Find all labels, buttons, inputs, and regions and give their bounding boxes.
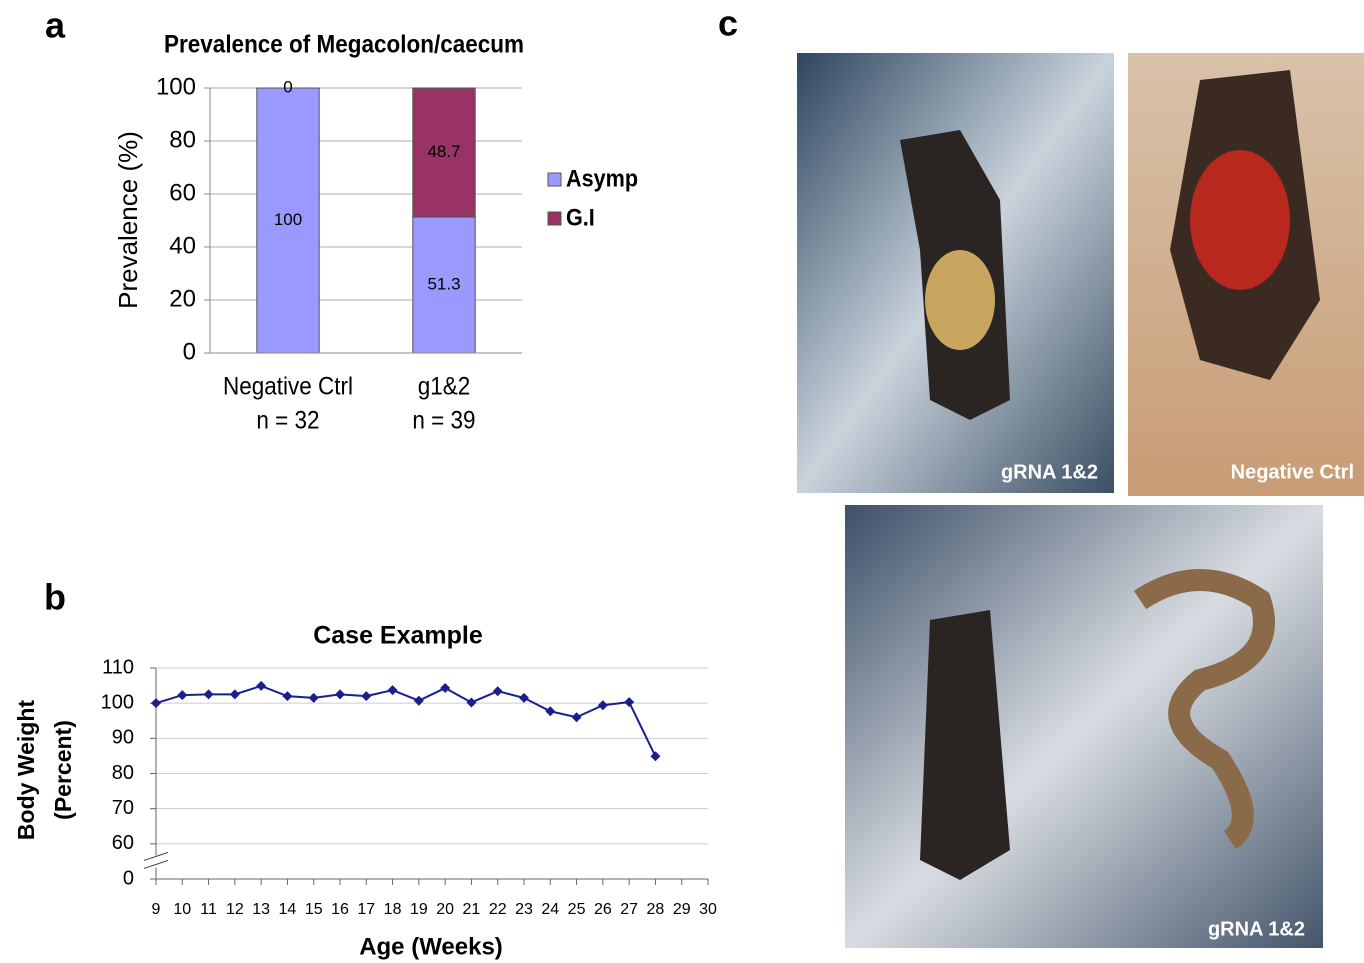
y-tick-label: 100 bbox=[156, 73, 196, 100]
x-tick-label: 27 bbox=[620, 901, 638, 918]
x-tick-label: 26 bbox=[594, 901, 612, 918]
data-point bbox=[335, 689, 345, 699]
panel-label: c bbox=[718, 3, 738, 44]
x-axis-label: Age (Weeks) bbox=[359, 933, 503, 960]
x-tick-label: 22 bbox=[489, 901, 507, 918]
data-point bbox=[572, 712, 582, 722]
data-point bbox=[361, 691, 371, 701]
data-point bbox=[151, 698, 161, 708]
photo-caption: Negative Ctrl bbox=[1231, 461, 1354, 483]
y-axis-label: Prevalence (%) bbox=[113, 131, 143, 309]
y-tick-label: 70 bbox=[112, 797, 134, 819]
x-tick-label: 14 bbox=[279, 901, 297, 918]
x-tick-note: n = 39 bbox=[412, 407, 475, 435]
data-point bbox=[256, 681, 266, 691]
x-tick-label: 24 bbox=[541, 901, 559, 918]
photo-subject bbox=[1190, 150, 1290, 290]
legend-label: G.I bbox=[566, 203, 595, 230]
panel-label: b bbox=[44, 577, 66, 618]
photo-caption: gRNA 1&2 bbox=[1001, 461, 1098, 483]
y-tick-label: 90 bbox=[112, 727, 134, 749]
x-tick-label: 18 bbox=[384, 901, 402, 918]
data-point bbox=[440, 683, 450, 693]
y-tick-label: 80 bbox=[112, 762, 134, 784]
x-tick-label: 17 bbox=[357, 901, 375, 918]
data-point bbox=[177, 690, 187, 700]
data-point bbox=[282, 691, 292, 701]
data-point bbox=[309, 693, 319, 703]
photo-subject bbox=[925, 250, 995, 350]
x-tick-label: 11 bbox=[200, 901, 217, 918]
y-tick-label: 60 bbox=[112, 832, 134, 854]
x-tick-label: 20 bbox=[436, 901, 454, 918]
x-tick-note: n = 32 bbox=[256, 407, 319, 435]
x-tick-label: Negative Ctrl bbox=[223, 373, 353, 401]
y-tick-label: 80 bbox=[169, 126, 196, 153]
y-tick-label: 0 bbox=[123, 867, 134, 889]
data-point bbox=[650, 751, 660, 761]
data-point bbox=[230, 689, 240, 699]
legend-swatch bbox=[548, 173, 561, 186]
data-point bbox=[493, 686, 503, 696]
x-tick-label: 15 bbox=[305, 901, 323, 918]
x-tick-label: g1&2 bbox=[418, 373, 471, 401]
y-tick-label: 20 bbox=[169, 285, 196, 312]
data-point bbox=[545, 706, 555, 716]
x-tick-label: 16 bbox=[331, 901, 349, 918]
y-axis-label: (Percent) bbox=[50, 720, 76, 820]
x-tick-label: 12 bbox=[226, 901, 244, 918]
x-tick-label: 9 bbox=[152, 901, 161, 918]
chart-title: Case Example bbox=[313, 622, 483, 650]
panel-label: a bbox=[45, 5, 66, 46]
data-point bbox=[388, 685, 398, 695]
data-point bbox=[624, 697, 634, 707]
x-tick-label: 10 bbox=[173, 901, 191, 918]
y-tick-label: 0 bbox=[183, 338, 196, 365]
x-tick-label: 25 bbox=[568, 901, 586, 918]
data-label: 48.7 bbox=[427, 142, 460, 161]
data-point bbox=[598, 700, 608, 710]
figure: a b c gRNA 1&2 Negative Ctrl gRNA 1&2 Pr… bbox=[0, 0, 1364, 963]
legend-label: Asymp bbox=[566, 164, 638, 191]
x-tick-label: 19 bbox=[410, 901, 428, 918]
x-tick-label: 23 bbox=[515, 901, 533, 918]
y-tick-label: 60 bbox=[169, 179, 196, 206]
data-point bbox=[519, 693, 529, 703]
y-tick-label: 100 bbox=[101, 691, 134, 713]
data-label: 100 bbox=[274, 210, 302, 229]
y-axis-label: Body Weight bbox=[13, 700, 39, 840]
photo bbox=[845, 505, 1323, 948]
data-point bbox=[466, 697, 476, 707]
x-tick-label: 29 bbox=[673, 901, 691, 918]
photo-caption: gRNA 1&2 bbox=[1208, 918, 1305, 940]
x-tick-label: 30 bbox=[699, 901, 717, 918]
chart-title: Prevalence of Megacolon/caecum bbox=[164, 31, 524, 59]
x-tick-label: 28 bbox=[647, 901, 665, 918]
x-tick-label: 21 bbox=[463, 901, 481, 918]
x-tick-label: 13 bbox=[252, 901, 270, 918]
data-label: 51.3 bbox=[427, 275, 460, 294]
data-label: 0 bbox=[283, 77, 292, 96]
legend-swatch bbox=[548, 212, 561, 225]
y-tick-label: 110 bbox=[102, 656, 134, 678]
y-tick-label: 40 bbox=[169, 232, 196, 259]
data-point bbox=[414, 696, 424, 706]
series-line bbox=[156, 686, 655, 756]
data-point bbox=[204, 689, 214, 699]
